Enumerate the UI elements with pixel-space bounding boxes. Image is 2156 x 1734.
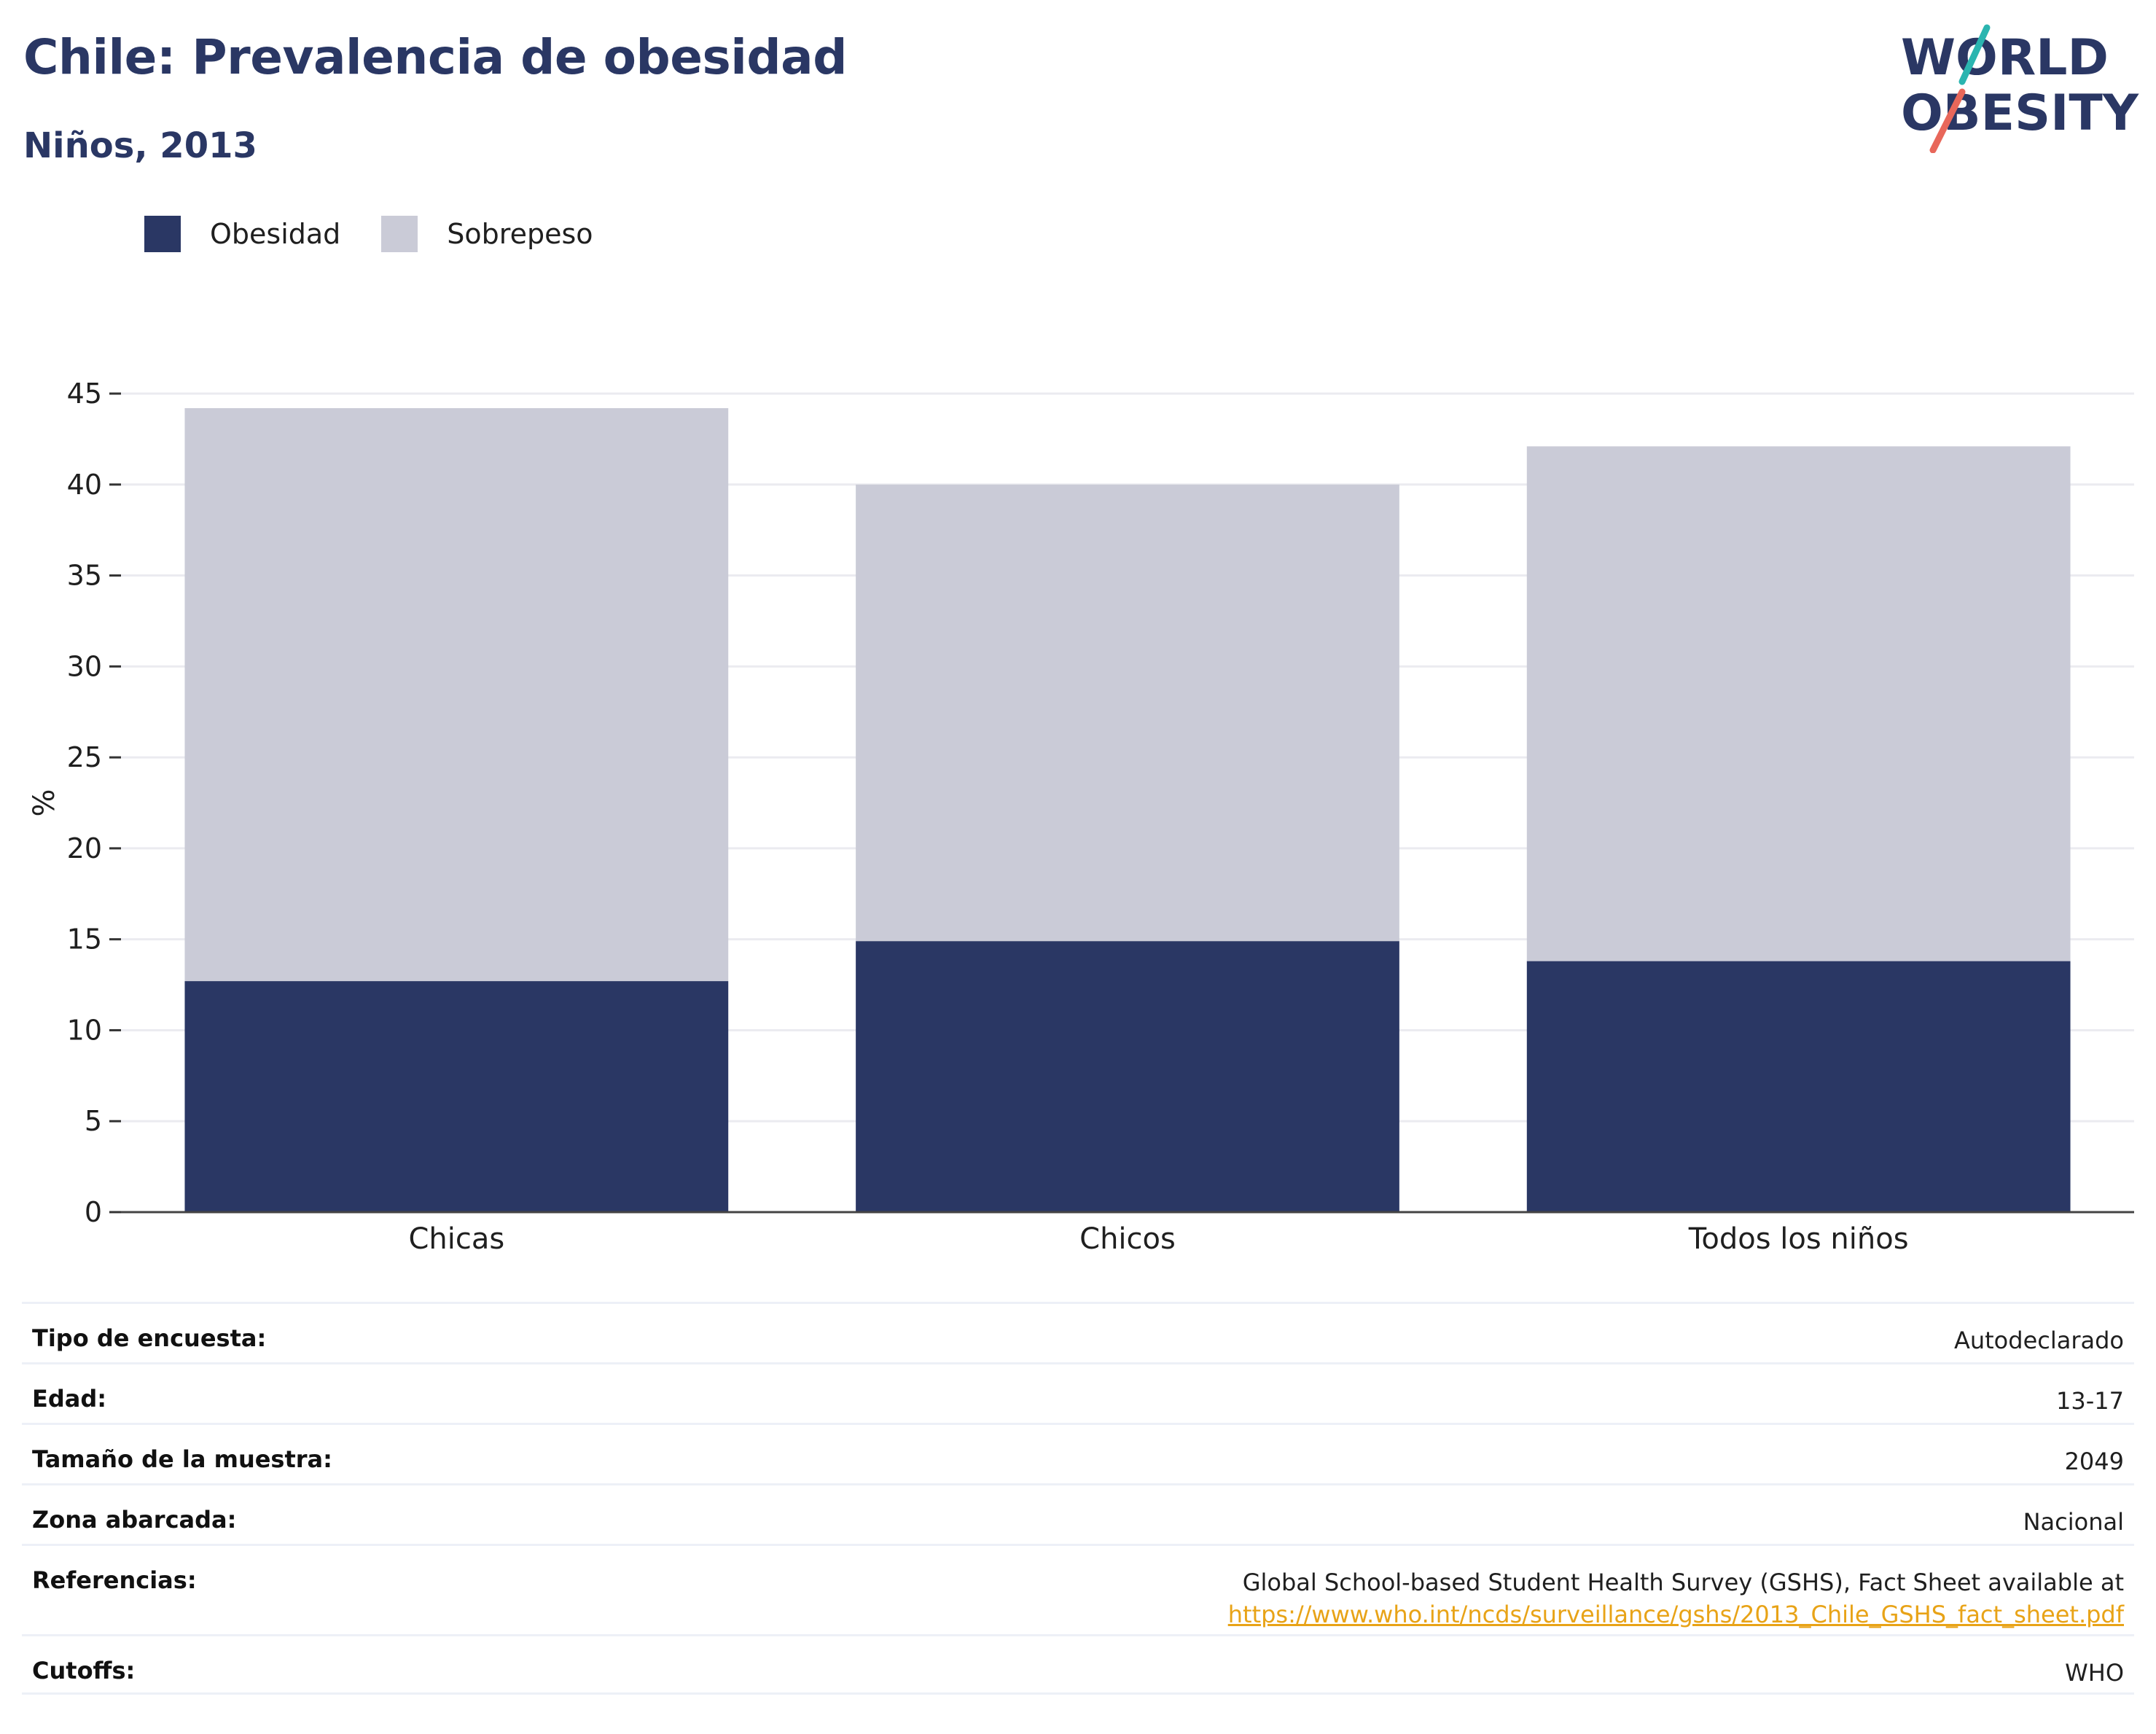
y-tick-label: 35 bbox=[67, 560, 102, 592]
y-tick-label: 5 bbox=[85, 1105, 102, 1137]
info-value-text: Autodeclarado bbox=[1953, 1327, 2124, 1354]
stacked-bar-chart: 0 5 10 15 20 25 30 35 40 45% Chicas Chicos Todos los… bbox=[28, 378, 2134, 1256]
chart-subtitle: Niños, 2013 bbox=[23, 125, 257, 166]
bar-sobrepeso-chicos bbox=[856, 484, 1399, 942]
info-row: Tamaño de la muestra: 2049 bbox=[22, 1423, 2134, 1483]
y-tick-label: 20 bbox=[67, 832, 102, 864]
legend-label-sobrepeso: Sobrepeso bbox=[447, 218, 593, 250]
info-row: Referencias: Global School-based Student … bbox=[22, 1544, 2134, 1634]
logo-line2: OBESITY bbox=[1901, 85, 2139, 142]
x-tick-label: Chicos bbox=[1079, 1222, 1176, 1256]
legend-label-obesidad: Obesidad bbox=[210, 218, 341, 250]
info-value-text: Global School-based Student Health Surve… bbox=[1242, 1569, 2124, 1596]
logo-slash-top bbox=[1958, 24, 1991, 85]
y-axis-label: % bbox=[28, 789, 61, 816]
x-tick-label: Chicas bbox=[408, 1222, 504, 1256]
info-label: Tamaño de la muestra: bbox=[32, 1445, 332, 1473]
info-value-text: WHO bbox=[2065, 1659, 2124, 1687]
y-tick-label: 25 bbox=[67, 741, 102, 773]
info-row: Zona abarcada: Nacional bbox=[22, 1483, 2134, 1544]
info-value-text: 2049 bbox=[2064, 1448, 2124, 1475]
bar-sobrepeso-chicas bbox=[184, 407, 729, 982]
x-tick-label: Todos los niños bbox=[1688, 1222, 1909, 1256]
info-label: Referencias: bbox=[32, 1566, 197, 1594]
info-value: Autodeclarado bbox=[1954, 1324, 2124, 1356]
bar-obesidad-chicas bbox=[184, 981, 729, 1212]
info-label: Edad: bbox=[32, 1385, 107, 1413]
info-label: Cutoffs: bbox=[32, 1657, 136, 1684]
legend-item-obesidad[interactable]: Obesidad bbox=[144, 216, 340, 252]
y-tick-label: 40 bbox=[67, 469, 102, 501]
bar-obesidad-chicos bbox=[856, 941, 1399, 1212]
bar-sobrepeso-todos-los-niños bbox=[1526, 446, 2071, 961]
y-tick-label: 30 bbox=[67, 650, 102, 682]
y-tick-label: 10 bbox=[67, 1014, 102, 1046]
info-value: Nacional bbox=[2023, 1506, 2124, 1538]
info-value-text: Nacional bbox=[2023, 1508, 2124, 1536]
logo-line1: WORLD bbox=[1901, 29, 2109, 87]
y-tick-label: 45 bbox=[67, 378, 102, 410]
bar-obesidad-todos-los-niños bbox=[1526, 961, 2071, 1212]
info-value: WHO bbox=[2065, 1657, 2124, 1689]
info-row: Tipo de encuesta: Autodeclarado bbox=[22, 1302, 2134, 1362]
info-value: 13-17 bbox=[2056, 1385, 2124, 1417]
info-label: Tipo de encuesta: bbox=[32, 1324, 267, 1352]
reference-link[interactable]: https://www.who.int/ncds/surveillance/gs… bbox=[1227, 1601, 2124, 1628]
info-value-text: 13-17 bbox=[2056, 1387, 2124, 1415]
info-label: Zona abarcada: bbox=[32, 1506, 237, 1534]
chart-title: Chile: Prevalencia de obesidad bbox=[23, 29, 847, 85]
world-obesity-logo: WORLD OBESITY bbox=[1901, 24, 2139, 153]
info-value: Global School-based Student Health Surve… bbox=[1228, 1566, 2124, 1630]
info-row: Cutoffs: WHO bbox=[22, 1634, 2134, 1695]
legend-item-sobrepeso[interactable]: Sobrepeso bbox=[381, 216, 593, 252]
legend-swatch-obesidad bbox=[144, 216, 181, 252]
logo-slash-bottom bbox=[1929, 88, 1966, 153]
chart-legend: Obesidad Sobrepeso bbox=[144, 216, 634, 252]
survey-info-table: Tipo de encuesta: Autodeclarado Edad: 13-17… bbox=[22, 1302, 2134, 1695]
y-tick-label: 15 bbox=[67, 923, 102, 956]
legend-swatch-sobrepeso bbox=[381, 216, 418, 252]
info-row: Edad: 13-17 bbox=[22, 1362, 2134, 1423]
info-value: 2049 bbox=[2065, 1445, 2124, 1477]
y-tick-label: 0 bbox=[85, 1196, 102, 1228]
